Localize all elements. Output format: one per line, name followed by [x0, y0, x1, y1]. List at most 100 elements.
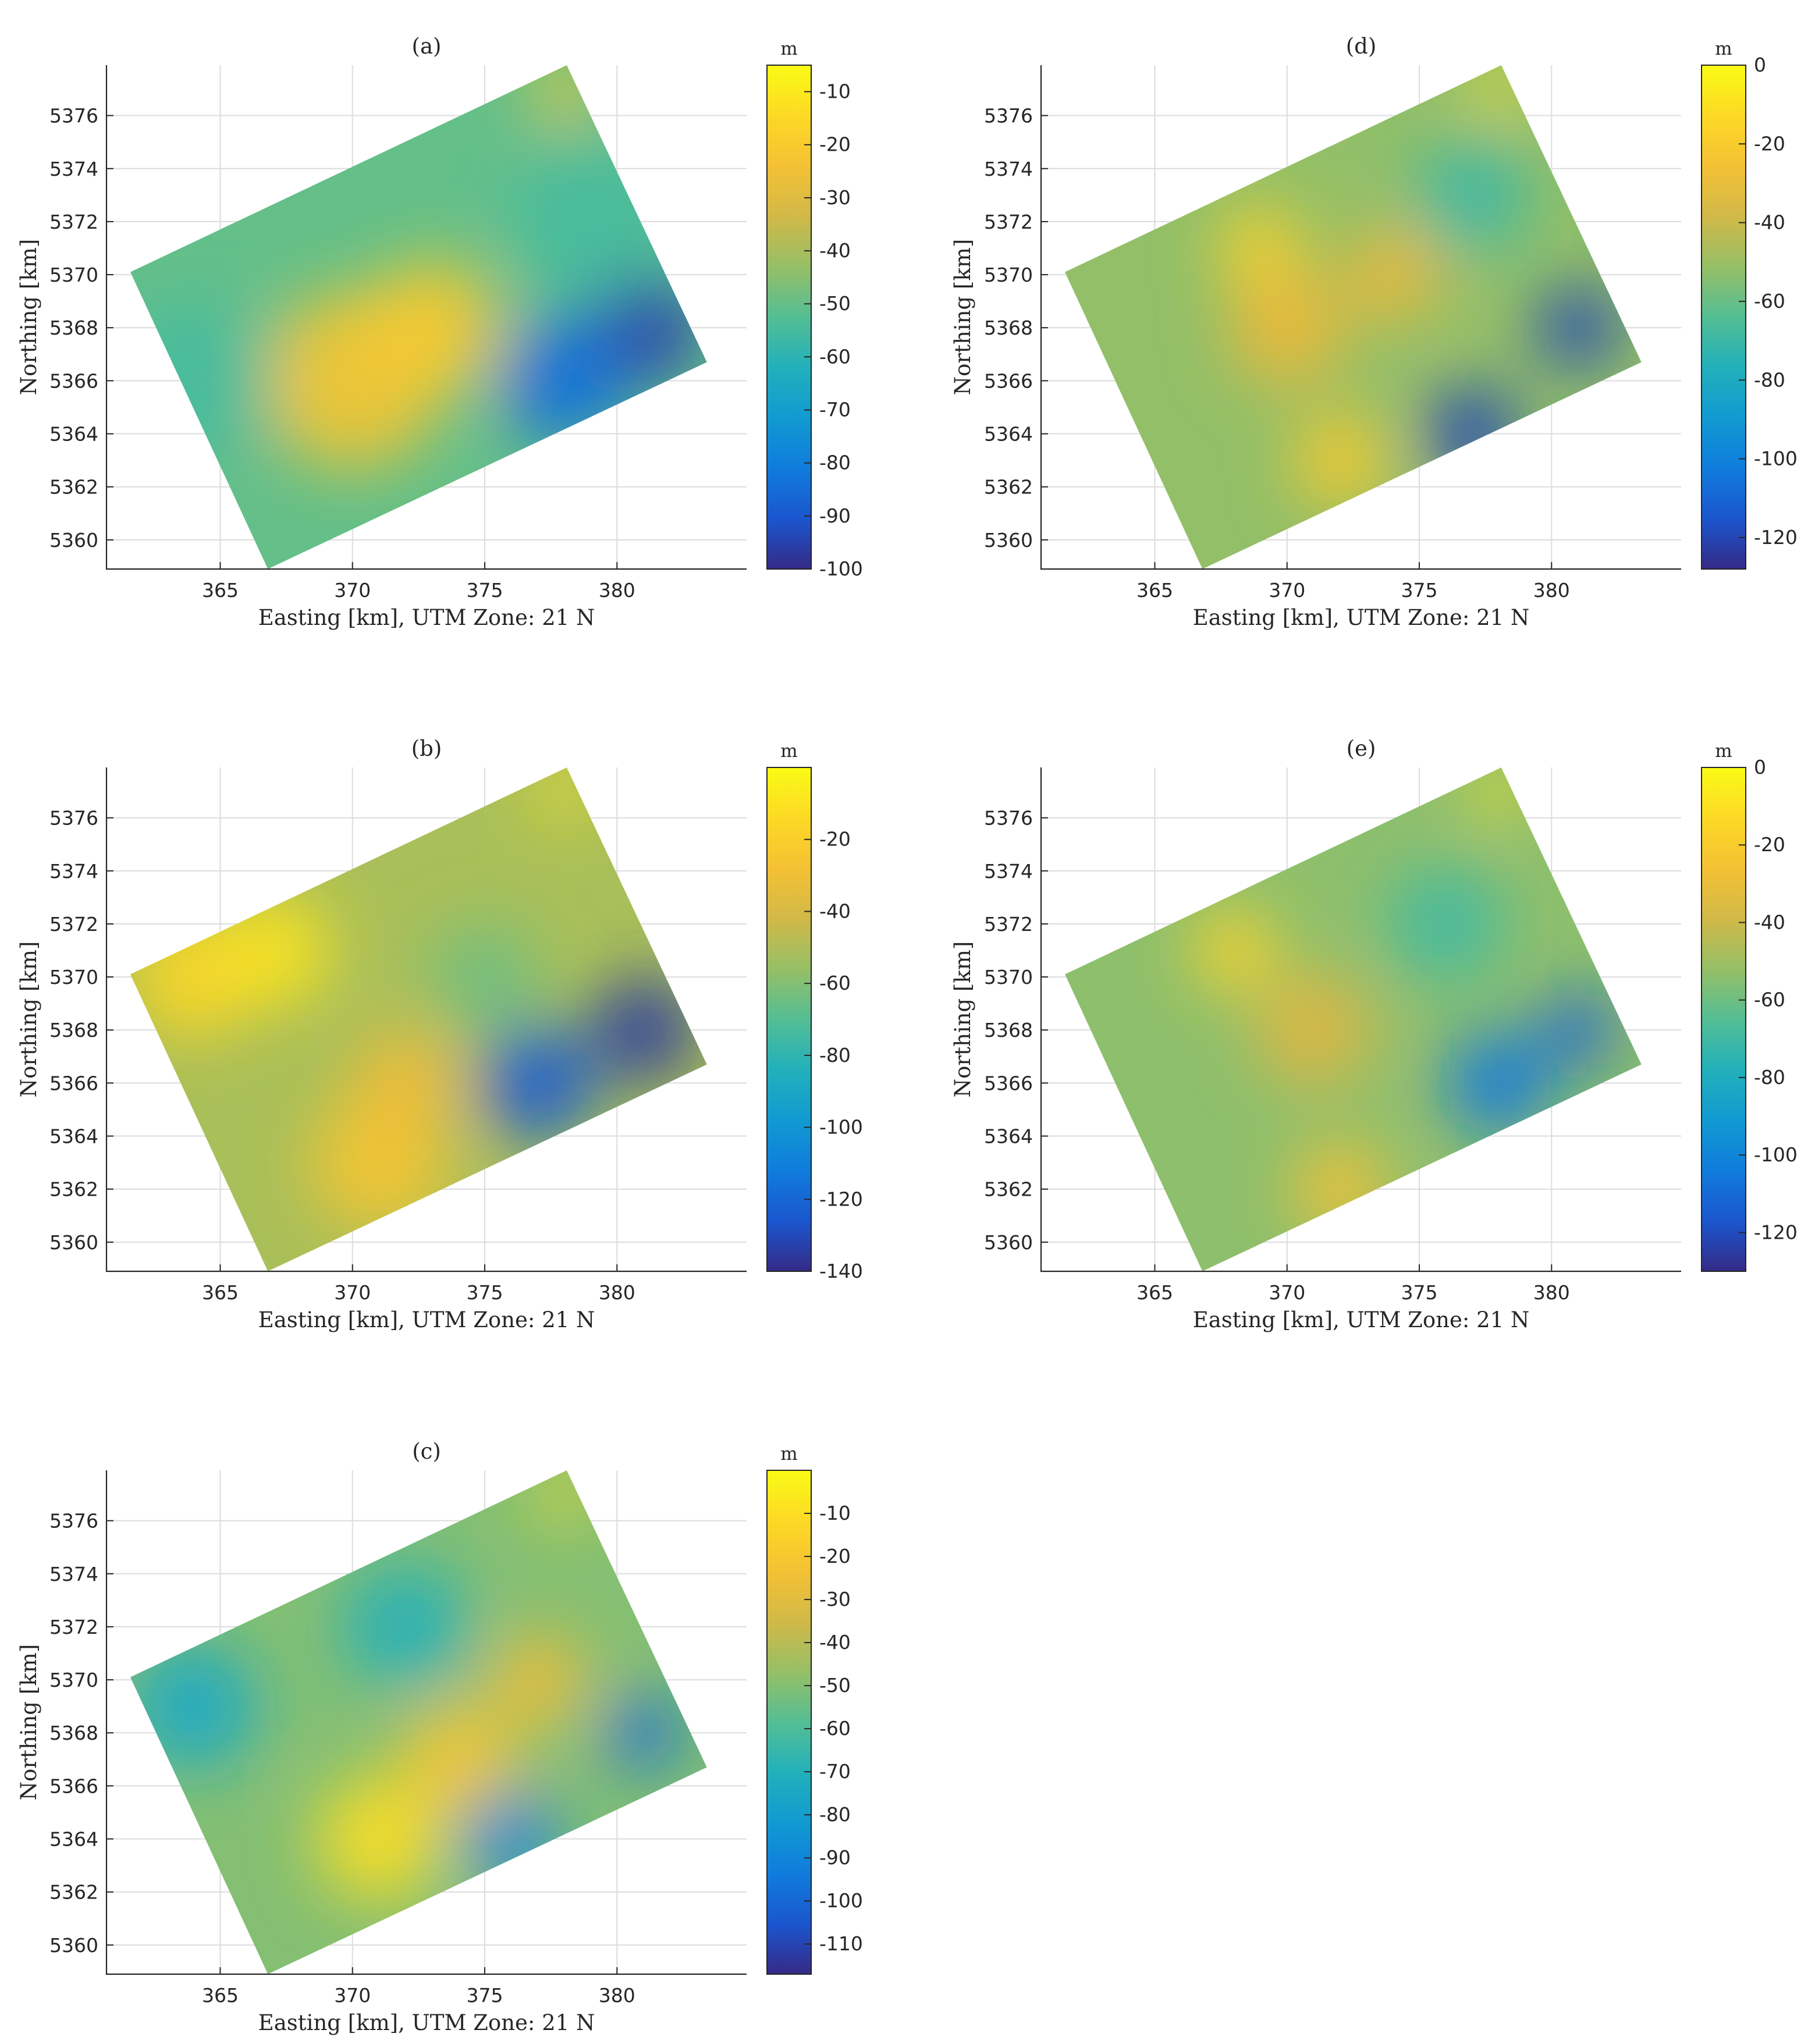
heatmap-field — [130, 1470, 707, 1974]
colorbar-tick-label: -80 — [819, 452, 851, 474]
colorbar-tick-label: 0 — [1754, 54, 1766, 76]
colorbar-tick-label: -90 — [819, 504, 851, 527]
colorbar-tick-label: -80 — [1754, 368, 1785, 391]
y-tick-label: 5376 — [49, 807, 98, 830]
y-tick-label: 5360 — [984, 529, 1033, 552]
colorbar-tick-label: -120 — [1754, 526, 1798, 549]
colorbar-gradient — [766, 1470, 812, 1975]
panel-title: (d) — [1346, 34, 1377, 59]
y-tick-label: 5374 — [49, 158, 98, 180]
heatmap-feature — [342, 1563, 469, 1691]
colorbar-tick-label: -100 — [1754, 1143, 1798, 1166]
heatmap-base — [130, 767, 707, 1271]
panel-title: (c) — [412, 1439, 441, 1464]
y-tick-label: 5364 — [49, 1125, 98, 1148]
y-tick-label: 5374 — [49, 860, 98, 883]
colorbar-tick-label: -20 — [1754, 833, 1785, 856]
heatmap-feature — [1541, 993, 1615, 1067]
panel-title: (b) — [411, 736, 442, 761]
y-tick-label: 5362 — [49, 476, 98, 499]
colorbar: 0 -20 -40 -60 -80 -100 -120 m — [1701, 38, 1798, 570]
y-tick-label: 5366 — [49, 1775, 98, 1797]
x-tick-label: 375 — [1401, 1281, 1438, 1304]
heatmap-field — [1064, 767, 1642, 1271]
colorbar-unit: m — [780, 1444, 797, 1464]
colorbar-tick-label: -60 — [819, 972, 851, 994]
y-tick-label: 5372 — [49, 913, 98, 936]
heatmap-feature — [130, 1643, 258, 1770]
x-tick-label: 380 — [599, 579, 635, 602]
y-tick-label: 5376 — [49, 105, 98, 127]
colorbar: -20 -40 -60 -80 -100 -120 -140 m — [766, 741, 863, 1282]
y-tick-label: 5374 — [984, 158, 1033, 180]
colorbar-tick-label: -100 — [819, 1116, 863, 1139]
y-tick-label: 5370 — [49, 1669, 98, 1691]
y-tick-label: 5366 — [984, 369, 1033, 392]
colorbar-tick-label: -50 — [819, 1674, 851, 1697]
y-tick-label: 5360 — [49, 1934, 98, 1957]
x-tick-label: 380 — [1533, 1281, 1570, 1304]
heatmap-feature — [490, 1632, 585, 1727]
panel-title: (e) — [1347, 736, 1376, 761]
colorbar-tick-label: -40 — [1754, 911, 1785, 933]
y-tick-label: 5360 — [49, 1231, 98, 1254]
y-tick-label: 5364 — [984, 423, 1033, 446]
heatmap-feature — [479, 1025, 596, 1142]
y-axis-label: Northing [km] — [950, 239, 975, 396]
y-axis-label: Northing [km] — [16, 239, 41, 396]
colorbar-tick-label: -110 — [819, 1932, 863, 1955]
x-tick-label: 380 — [599, 1281, 635, 1304]
heatmap-feature — [463, 1791, 559, 1887]
panel-b: 365 370 375 380 5360 5362 5364 5366 5368 5370 5372… — [16, 736, 863, 1332]
y-tick-label: 5376 — [49, 1510, 98, 1533]
y-tick-label: 5374 — [984, 860, 1033, 883]
y-tick-label: 5368 — [49, 317, 98, 339]
colorbar-tick-label: -40 — [819, 900, 851, 922]
y-tick-label: 5366 — [984, 1072, 1033, 1094]
x-tick-label: 370 — [1269, 1281, 1305, 1304]
x-tick-label: 370 — [334, 1281, 371, 1304]
y-tick-label: 5364 — [49, 1828, 98, 1851]
colorbar-tick-label: -80 — [1754, 1066, 1785, 1089]
x-tick-label: 365 — [202, 579, 239, 602]
heatmap-feature — [606, 1695, 681, 1770]
y-axis-label: Northing [km] — [16, 941, 41, 1098]
y-tick-label: 5376 — [984, 105, 1033, 127]
y-tick-label: 5362 — [49, 1881, 98, 1904]
heatmap-field — [130, 65, 707, 569]
y-tick-label: 5372 — [49, 1616, 98, 1638]
heatmap-field — [130, 767, 707, 1271]
y-tick-label: 5366 — [49, 369, 98, 392]
y-tick-label: 5362 — [49, 1178, 98, 1201]
colorbar-tick-label: -80 — [819, 1044, 851, 1067]
colorbar-tick-label: -60 — [1754, 989, 1785, 1011]
y-tick-label: 5364 — [49, 423, 98, 446]
colorbar: 0 -20 -40 -60 -80 -100 -120 m — [1701, 741, 1798, 1272]
y-tick-label: 5370 — [984, 264, 1033, 286]
colorbar-tick-label: -70 — [819, 1760, 851, 1783]
colorbar-tick-label: -120 — [1754, 1221, 1798, 1243]
colorbar-tick-label: -60 — [819, 1717, 851, 1740]
y-tick-label: 5370 — [49, 264, 98, 286]
heatmap-feature — [352, 1030, 459, 1136]
panel-a: 365 370 375 380 5360 5362 5364 5366 5368 5370 5372… — [16, 34, 863, 630]
colorbar-tick-label: -50 — [819, 292, 851, 315]
heatmap-feature — [1228, 269, 1345, 386]
y-tick-label: 5372 — [49, 211, 98, 233]
x-tick-label: 375 — [467, 1281, 503, 1304]
panel-d: 365 370 375 380 5360 5362 5364 5366 5368 5370 5372… — [950, 34, 1798, 630]
heatmap-feature — [315, 1775, 443, 1903]
y-tick-label: 5372 — [984, 211, 1033, 233]
colorbar-gradient — [766, 65, 812, 570]
colorbar-tick-label: -60 — [819, 345, 851, 368]
x-axis-label: Easting [km], UTM Zone: 21 N — [258, 1307, 595, 1332]
y-tick-label: 5370 — [984, 966, 1033, 989]
axis-lines — [105, 767, 747, 1272]
y-tick-label: 5374 — [49, 1563, 98, 1586]
heatmap-feature — [1472, 65, 1525, 116]
y-tick-label: 5368 — [984, 317, 1033, 339]
heatmap-feature — [1292, 1141, 1388, 1237]
colorbar-tick-label: -120 — [819, 1188, 863, 1210]
colorbar-tick-label: -80 — [819, 1803, 851, 1826]
